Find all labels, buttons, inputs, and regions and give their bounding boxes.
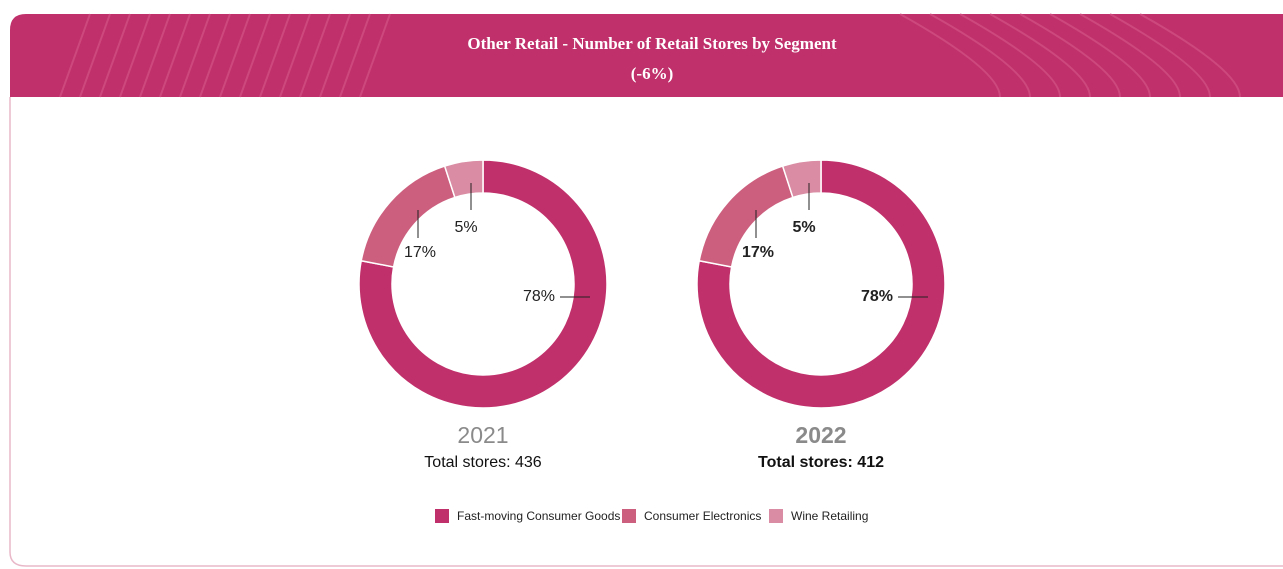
data-label: 17% <box>742 244 774 261</box>
legend-label: Wine Retailing <box>791 509 868 523</box>
donut-segment <box>358 159 608 409</box>
chart-year: 2021 <box>457 422 508 448</box>
chart-year: 2022 <box>795 422 846 448</box>
legend-swatch <box>769 509 783 523</box>
legend-label: Fast-moving Consumer Goods <box>457 509 620 523</box>
legend-label: Consumer Electronics <box>644 509 761 523</box>
header-pattern <box>59 13 1241 98</box>
chart-total: Total stores: 436 <box>424 454 542 471</box>
data-label: 78% <box>861 288 893 305</box>
frame <box>9 97 1283 567</box>
legend-swatch <box>622 509 636 523</box>
data-label: 5% <box>454 219 477 236</box>
chart-total: Total stores: 412 <box>758 454 884 471</box>
data-label: 5% <box>792 219 815 236</box>
chart-subtitle: (-6%) <box>631 64 673 83</box>
data-label: 78% <box>523 288 555 305</box>
data-label: 17% <box>404 244 436 261</box>
header-band <box>10 14 1283 97</box>
legend-swatch <box>435 509 449 523</box>
chart-title: Other Retail - Number of Retail Stores b… <box>467 34 837 53</box>
donut-segment <box>781 159 822 199</box>
donut-segment <box>443 159 484 199</box>
donut-segment <box>696 159 946 409</box>
